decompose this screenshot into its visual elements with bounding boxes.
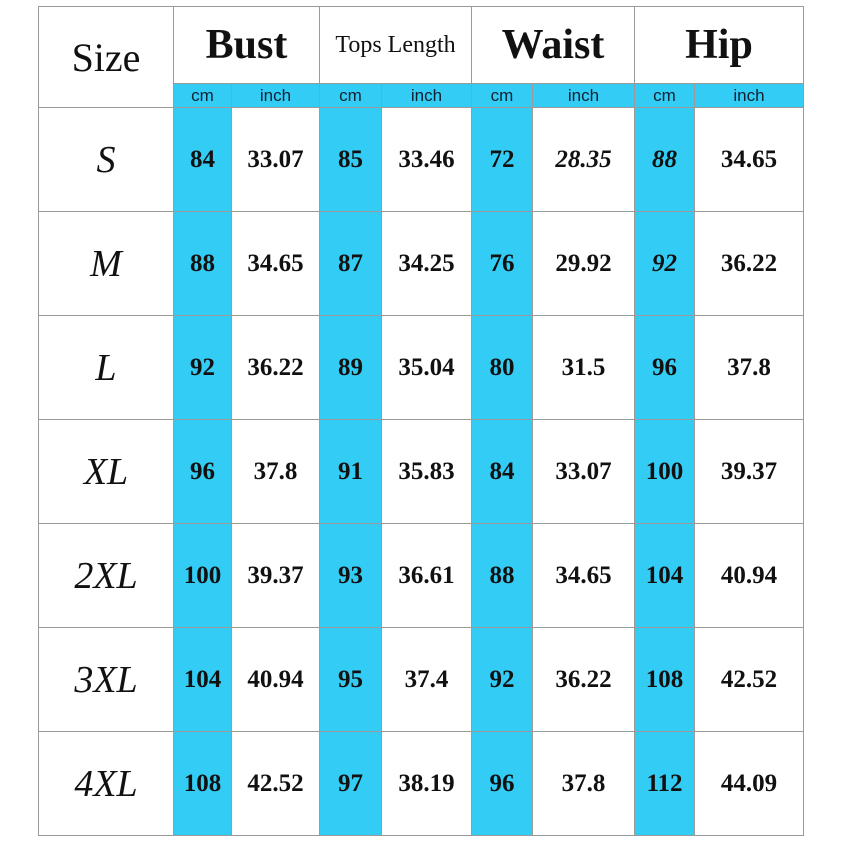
measurement: 100 [173,523,232,628]
unit-header: inch [694,83,804,108]
measurement: 33.46 [381,107,472,212]
measurement: 38.19 [381,731,472,836]
group-header: Waist [471,6,635,84]
measurement: 100 [634,419,695,524]
table-row: XL 96 37.8 91 35.83 84 33.07 100 39.37 [38,419,804,524]
group-header: Hip [634,6,804,84]
measurement: 84 [173,107,232,212]
size-label: S [38,107,174,212]
measurement: 34.65 [694,107,804,212]
measurement: 92 [173,315,232,420]
size-label: 3XL [38,627,174,732]
measurement: 91 [319,419,382,524]
measurement: 37.8 [231,419,320,524]
measurement: 42.52 [694,627,804,732]
measurement: 80 [471,315,533,420]
size-chart: Size Bust Tops Length Waist Hip cm inch cm inch c… [38,6,804,836]
table-row: cm inch cm inch cm inch cm inch [39,83,804,108]
measurement: 85 [319,107,382,212]
measurement: 95 [319,627,382,732]
measurement: 39.37 [231,523,320,628]
measurement: 35.04 [381,315,472,420]
measurement: 37.8 [532,731,635,836]
measurement: 97 [319,731,382,836]
measurement: 42.52 [231,731,320,836]
measurement: 39.37 [694,419,804,524]
unit-header: inch [231,83,320,108]
measurement: 96 [173,419,232,524]
measurement: 88 [173,211,232,316]
measurement: 36.22 [231,315,320,420]
measurement: 37.4 [381,627,472,732]
size-label: 4XL [38,731,174,836]
measurement: 108 [634,627,695,732]
size-label: M [38,211,174,316]
measurement: 34.25 [381,211,472,316]
measurement: 37.8 [694,315,804,420]
measurement: 76 [471,211,533,316]
size-label: L [38,315,174,420]
table-row: M 88 34.65 87 34.25 76 29.92 92 36.22 [38,211,804,316]
size-label: XL [38,419,174,524]
measurement: 92 [634,211,695,316]
measurement: 87 [319,211,382,316]
table-row: S 84 33.07 85 33.46 72 28.35 88 34.65 [38,107,804,212]
measurement: 88 [471,523,533,628]
table-row: 2XL 100 39.37 93 36.61 88 34.65 104 40.94 [38,523,804,628]
unit-header: cm [319,83,382,108]
size-label: 2XL [38,523,174,628]
unit-header: cm [173,83,232,108]
measurement: 108 [173,731,232,836]
measurement: 93 [319,523,382,628]
table-row: 3XL 104 40.94 95 37.4 92 36.22 108 42.52 [38,627,804,732]
size-header: Size [38,6,174,108]
measurement: 44.09 [694,731,804,836]
measurement: 104 [634,523,695,628]
measurement: 89 [319,315,382,420]
measurement: 96 [634,315,695,420]
unit-header: inch [381,83,472,108]
measurement: 34.65 [231,211,320,316]
measurement: 29.92 [532,211,635,316]
measurement: 40.94 [694,523,804,628]
measurement: 33.07 [231,107,320,212]
measurement: 72 [471,107,533,212]
measurement: 28.35 [532,107,635,212]
measurement: 36.61 [381,523,472,628]
table-row: 4XL 108 42.52 97 38.19 96 37.8 112 44.09 [38,731,804,836]
unit-header: inch [532,83,635,108]
measurement: 112 [634,731,695,836]
measurement: 34.65 [532,523,635,628]
measurement: 40.94 [231,627,320,732]
unit-header: cm [634,83,695,108]
measurement: 88 [634,107,695,212]
measurement: 92 [471,627,533,732]
measurement: 31.5 [532,315,635,420]
unit-header: cm [471,83,533,108]
measurement: 84 [471,419,533,524]
measurement: 33.07 [532,419,635,524]
measurement: 104 [173,627,232,732]
measurement: 36.22 [532,627,635,732]
measurement: 35.83 [381,419,472,524]
table-row: Size Bust Tops Length Waist Hip [38,6,804,108]
table-row: L 92 36.22 89 35.04 80 31.5 96 37.8 [38,315,804,420]
measurement: 36.22 [694,211,804,316]
group-header: Bust [173,6,320,84]
measurement: 96 [471,731,533,836]
group-header: Tops Length [319,6,472,84]
